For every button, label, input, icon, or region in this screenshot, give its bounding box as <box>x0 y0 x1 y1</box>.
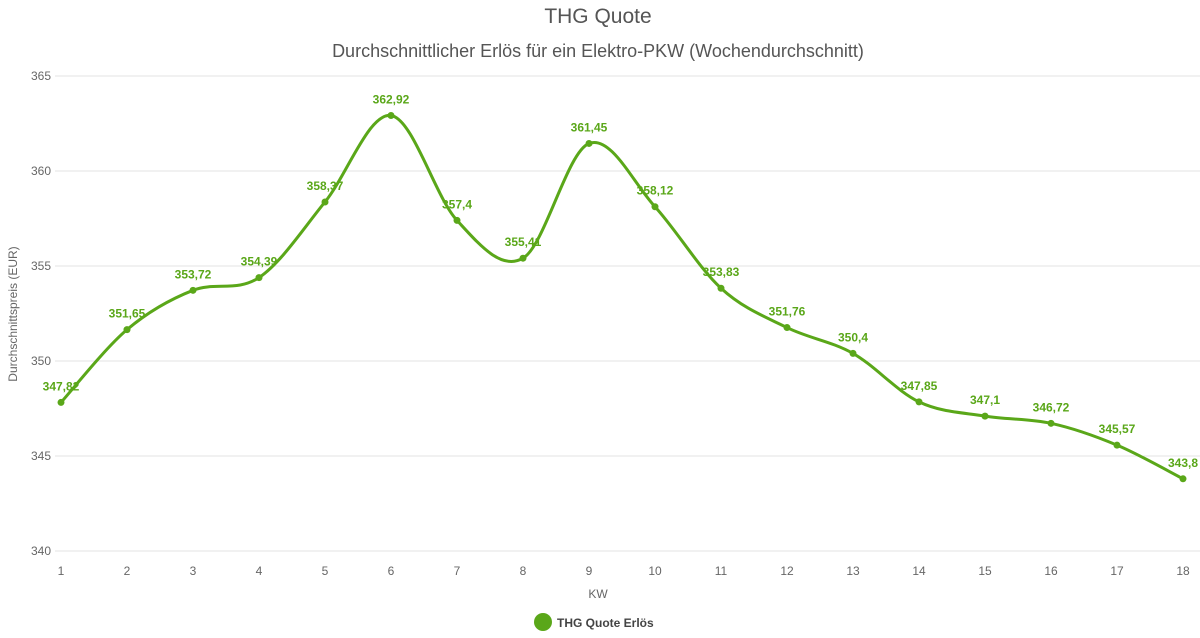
data-label: 354,39 <box>241 255 278 269</box>
x-tick-label: 16 <box>1044 564 1058 578</box>
series-layer <box>57 112 1187 483</box>
data-point[interactable] <box>1179 475 1187 483</box>
data-point[interactable] <box>717 284 725 292</box>
x-tick-label: 13 <box>846 564 860 578</box>
x-axis-ticks: 1 2 3 4 5 6 7 8 9 10 11 12 13 14 15 16 17 18 <box>58 564 1190 578</box>
x-tick-label: 11 <box>715 564 728 578</box>
data-label: 350,4 <box>838 330 868 344</box>
data-label: 347,1 <box>970 393 1000 407</box>
y-tick-label: 355 <box>31 259 51 273</box>
y-tick-label: 365 <box>31 69 51 83</box>
data-label: 353,72 <box>175 267 212 281</box>
x-tick-label: 5 <box>322 564 329 578</box>
chart-title: THG Quote <box>544 5 651 28</box>
legend-label: THG Quote Erlös <box>557 616 654 630</box>
data-point[interactable] <box>1047 419 1055 427</box>
x-tick-label: 8 <box>520 564 527 578</box>
data-label: 347,85 <box>901 379 938 393</box>
y-axis-label: Durchschnittspreis (EUR) <box>6 246 20 381</box>
x-tick-label: 7 <box>454 564 461 578</box>
x-axis-label: KW <box>588 587 608 601</box>
data-label: 358,12 <box>637 184 674 198</box>
y-tick-label: 350 <box>31 354 51 368</box>
data-labels: 347,82 351,65 353,72 354,39 358,37 362,92 357,… <box>43 93 1199 470</box>
x-tick-label: 12 <box>780 564 794 578</box>
data-point[interactable] <box>255 274 263 282</box>
data-label: 345,57 <box>1099 422 1136 436</box>
data-point[interactable] <box>849 349 857 357</box>
data-point[interactable] <box>387 112 395 120</box>
data-point[interactable] <box>57 398 65 406</box>
data-label: 355,41 <box>505 235 542 249</box>
data-label: 358,37 <box>307 179 344 193</box>
data-label: 351,65 <box>109 307 146 321</box>
x-tick-label: 2 <box>124 564 131 578</box>
data-point[interactable] <box>651 203 659 211</box>
x-tick-label: 6 <box>388 564 395 578</box>
data-point[interactable] <box>321 198 329 206</box>
x-tick-label: 15 <box>978 564 992 578</box>
chart-subtitle: Durchschnittlicher Erlös für ein Elektro… <box>332 41 864 61</box>
y-axis-ticks: 340 345 350 355 360 365 <box>31 69 51 558</box>
x-tick-label: 3 <box>190 564 197 578</box>
data-point[interactable] <box>981 412 989 420</box>
data-point[interactable] <box>915 398 923 406</box>
data-label: 353,83 <box>703 265 740 279</box>
series-line <box>59 114 1185 481</box>
data-point[interactable] <box>783 324 791 332</box>
data-label: 343,8 <box>1168 456 1198 470</box>
gridlines <box>55 75 1200 552</box>
data-point[interactable] <box>585 139 593 147</box>
x-tick-label: 17 <box>1110 564 1124 578</box>
data-point[interactable] <box>453 216 461 224</box>
x-tick-label: 14 <box>912 564 926 578</box>
x-tick-label: 18 <box>1176 564 1190 578</box>
data-label: 347,82 <box>43 379 80 393</box>
data-label: 351,76 <box>769 305 806 319</box>
legend-marker <box>534 613 552 631</box>
data-label: 362,92 <box>373 93 410 107</box>
x-tick-label: 4 <box>256 564 263 578</box>
data-point[interactable] <box>189 286 197 294</box>
x-tick-label: 10 <box>648 564 662 578</box>
y-tick-label: 340 <box>31 544 51 558</box>
data-point[interactable] <box>123 326 131 334</box>
y-tick-label: 360 <box>31 164 51 178</box>
data-label: 361,45 <box>571 120 608 134</box>
data-label: 357,4 <box>442 197 472 211</box>
data-point[interactable] <box>519 254 527 262</box>
x-tick-label: 9 <box>586 564 593 578</box>
data-label: 346,72 <box>1033 400 1070 414</box>
data-point[interactable] <box>1113 441 1121 449</box>
legend[interactable]: THG Quote Erlös <box>534 613 654 631</box>
x-tick-label: 1 <box>58 564 65 578</box>
y-tick-label: 345 <box>31 449 51 463</box>
